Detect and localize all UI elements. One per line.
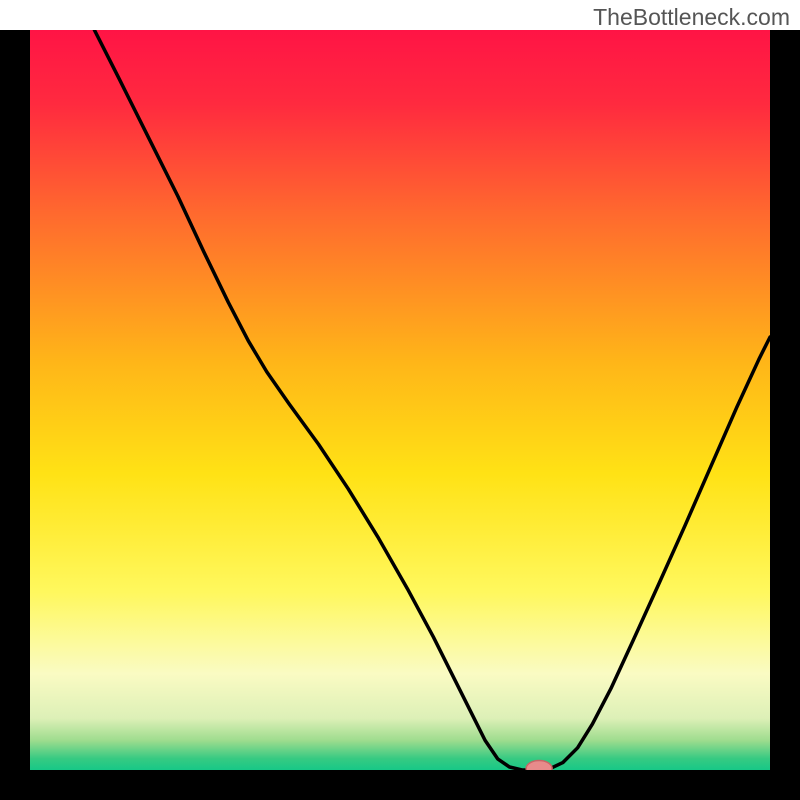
frame-left (0, 30, 30, 800)
frame-right (770, 30, 800, 800)
frame-bottom (0, 770, 800, 800)
gradient-background (30, 30, 770, 770)
chart-container: TheBottleneck.com (0, 0, 800, 800)
bottleneck-chart (0, 0, 800, 800)
watermark-text: TheBottleneck.com (593, 4, 790, 31)
